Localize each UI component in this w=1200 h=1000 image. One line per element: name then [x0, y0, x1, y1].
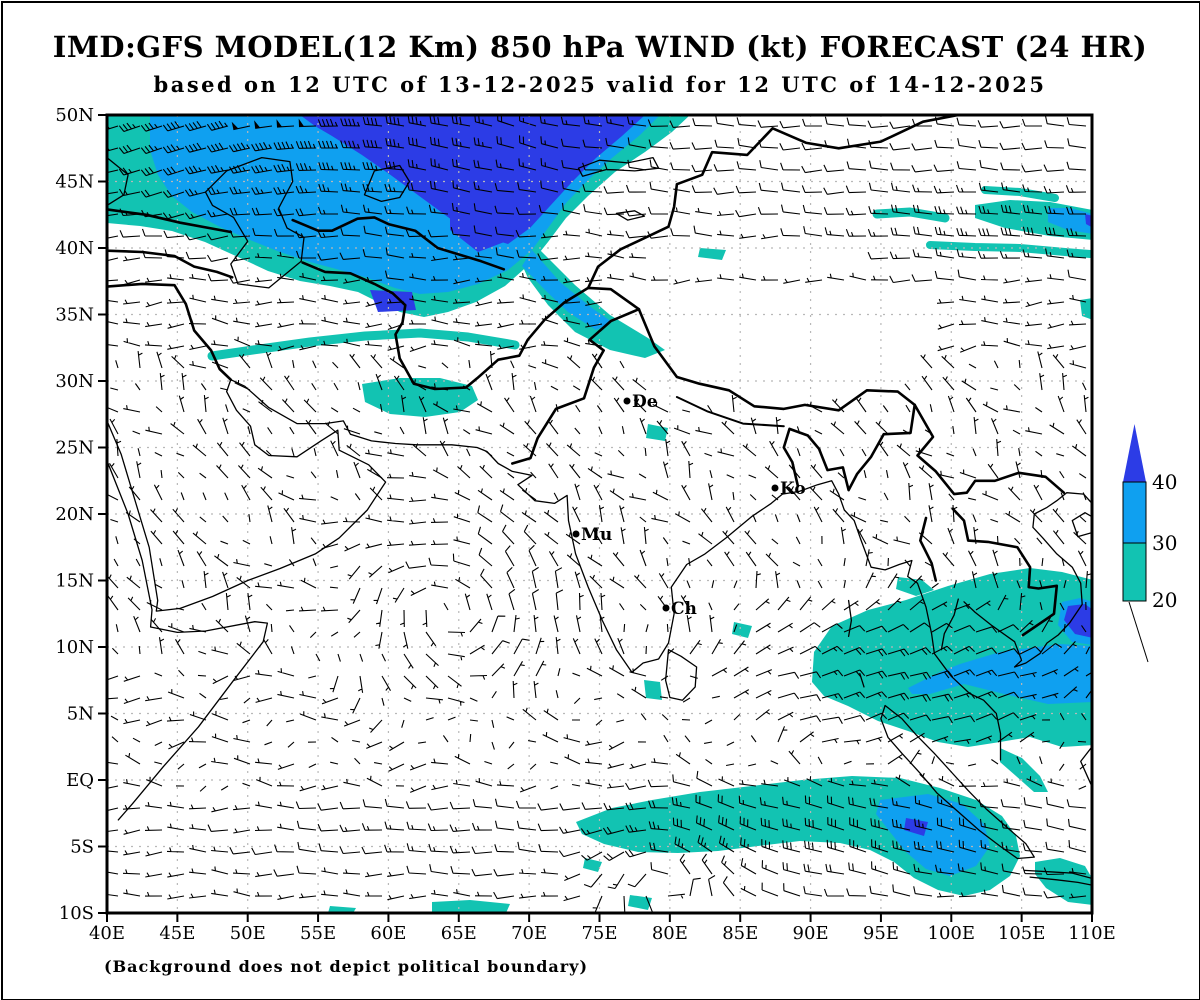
- lon-tick-label: 45E: [159, 923, 195, 944]
- lon-tick-label: 55E: [300, 923, 336, 944]
- lat-tick-label: 20N: [55, 504, 94, 525]
- colorbar-label: 40: [1152, 470, 1177, 494]
- lat-tick-label: 15N: [55, 571, 94, 592]
- city-label: Mu: [581, 525, 612, 545]
- lon-axis-labels: 40E 45E 50E 55E 60E 65E 70E 75E 80E 85E 90E 95E 100E…: [89, 923, 1116, 944]
- chart-title: IMD:GFS MODEL(12 Km) 850 hPa WIND (kt) F…: [52, 30, 1148, 64]
- colorbar-segment-30-40: [1122, 481, 1147, 544]
- city-dot: [572, 530, 580, 538]
- city-dot: [771, 484, 779, 492]
- lat-tick-label: 45N: [55, 172, 94, 193]
- city-dot: [623, 397, 631, 405]
- lon-tick-label: 80E: [652, 923, 688, 944]
- lon-tick-label: 110E: [1068, 923, 1116, 944]
- lon-tick-label: 75E: [581, 923, 617, 944]
- lon-tick-label: 90E: [793, 923, 829, 944]
- colorbar-label: 30: [1152, 531, 1177, 555]
- lat-axis-labels: 50N 45N 40N 35N 30N 25N 20N 15N 10N 5N EQ 5S 10S: [55, 105, 94, 924]
- lon-tick-label: 95E: [863, 923, 899, 944]
- lon-tick-label: 85E: [722, 923, 758, 944]
- city-markers: De Ko Mu Ch: [572, 392, 806, 619]
- colorbar-segment-20-30: [1122, 542, 1147, 602]
- lat-tick-label: EQ: [66, 770, 94, 791]
- lat-tick-label: 10S: [59, 903, 94, 924]
- wind-barb-field: [107, 115, 1092, 913]
- lon-tick-label: 105E: [998, 923, 1046, 944]
- city-label: Ch: [671, 599, 697, 619]
- lat-tick-label: 35N: [55, 305, 94, 326]
- lon-tick-label: 50E: [230, 923, 266, 944]
- axis-ticks: [98, 113, 1094, 922]
- lat-tick-label: 30N: [55, 371, 94, 392]
- colorbar-arrow: [1123, 424, 1146, 482]
- colorbar: 40 30 20: [1122, 424, 1177, 663]
- footnote: (Background does not depict political bo…: [104, 957, 589, 976]
- lat-tick-label: 5N: [67, 704, 94, 725]
- lon-tick-label: 65E: [441, 923, 477, 944]
- lon-tick-label: 40E: [89, 923, 125, 944]
- colorbar-label: 20: [1152, 588, 1177, 612]
- lon-tick-label: 100E: [928, 923, 976, 944]
- country-borders: [107, 115, 1066, 637]
- city-label: De: [632, 392, 658, 412]
- lat-tick-label: 25N: [55, 438, 94, 459]
- lat-tick-label: 10N: [55, 637, 94, 658]
- lon-tick-label: 70E: [511, 923, 547, 944]
- city-dot: [662, 604, 670, 612]
- lat-tick-label: 40N: [55, 238, 94, 259]
- lat-tick-label: 5S: [70, 837, 94, 858]
- city-label: Ko: [780, 479, 806, 499]
- chart-subtitle: based on 12 UTC of 13-12-2025 valid for …: [153, 72, 1047, 97]
- lon-tick-label: 60E: [370, 923, 406, 944]
- lat-tick-label: 50N: [55, 105, 94, 126]
- coastlines: [107, 156, 1092, 886]
